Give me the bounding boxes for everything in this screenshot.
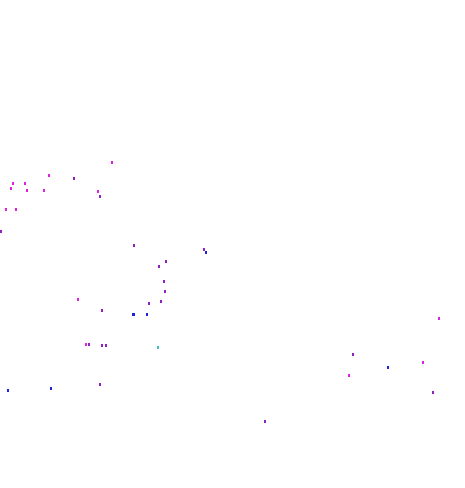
dot <box>101 344 103 347</box>
dot <box>158 265 160 268</box>
dot <box>10 187 12 190</box>
dot <box>164 290 166 293</box>
dot <box>48 174 50 177</box>
dot <box>387 366 389 369</box>
dot <box>133 244 135 247</box>
pixel-dots <box>0 161 440 423</box>
dot <box>163 280 165 283</box>
dot <box>432 391 434 394</box>
dot <box>105 344 107 347</box>
dot <box>43 189 45 192</box>
dot <box>422 361 424 364</box>
dot <box>26 189 28 192</box>
dot <box>7 389 9 392</box>
dot <box>157 346 159 349</box>
dot <box>264 420 266 423</box>
dot <box>85 343 87 346</box>
dot <box>99 195 101 198</box>
dot <box>0 230 2 233</box>
dot <box>348 374 350 377</box>
dot <box>205 251 207 254</box>
dot <box>146 313 148 316</box>
dot <box>12 182 14 185</box>
dot <box>97 190 99 193</box>
dot <box>99 383 101 386</box>
dot <box>24 182 26 185</box>
dot <box>148 302 150 305</box>
dot <box>132 313 135 316</box>
dot <box>203 248 205 251</box>
dot <box>50 387 52 390</box>
dot <box>101 309 103 312</box>
dot <box>73 177 75 180</box>
dot <box>352 353 354 356</box>
dot <box>88 343 90 346</box>
dot <box>165 260 167 263</box>
dot <box>160 300 162 303</box>
dot <box>15 208 17 211</box>
dot <box>438 317 440 320</box>
dot <box>5 208 7 211</box>
dot <box>111 161 113 164</box>
dot <box>77 298 79 301</box>
